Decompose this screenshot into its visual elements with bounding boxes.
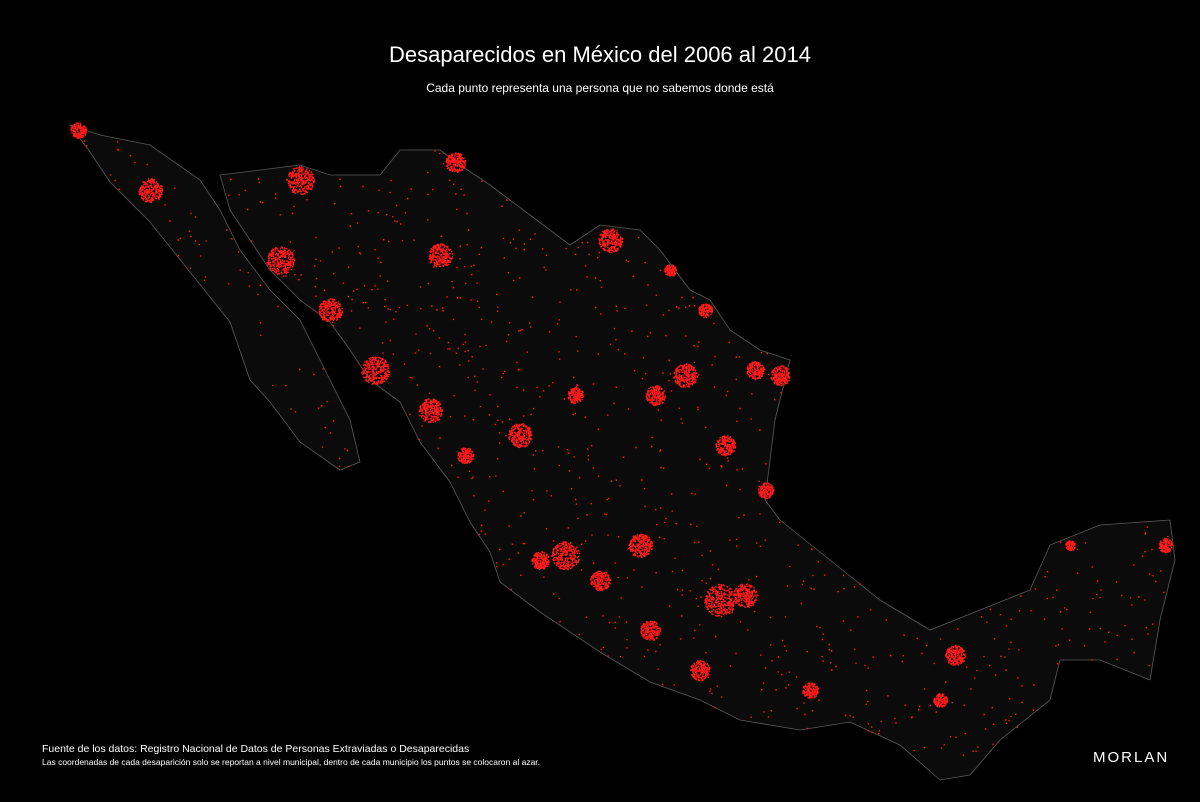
title: Desaparecidos en México del 2006 al 2014 bbox=[389, 42, 811, 67]
note: Las coordenadas de cada desaparición sol… bbox=[42, 757, 540, 767]
subtitle: Cada punto representa una persona que no… bbox=[426, 81, 774, 95]
logo: MORLAN bbox=[1093, 749, 1169, 766]
country-outline bbox=[68, 124, 1176, 781]
baja-peninsula bbox=[68, 124, 361, 471]
source: Fuente de los datos: Registro Nacional d… bbox=[42, 743, 469, 755]
mainland bbox=[219, 149, 1176, 781]
